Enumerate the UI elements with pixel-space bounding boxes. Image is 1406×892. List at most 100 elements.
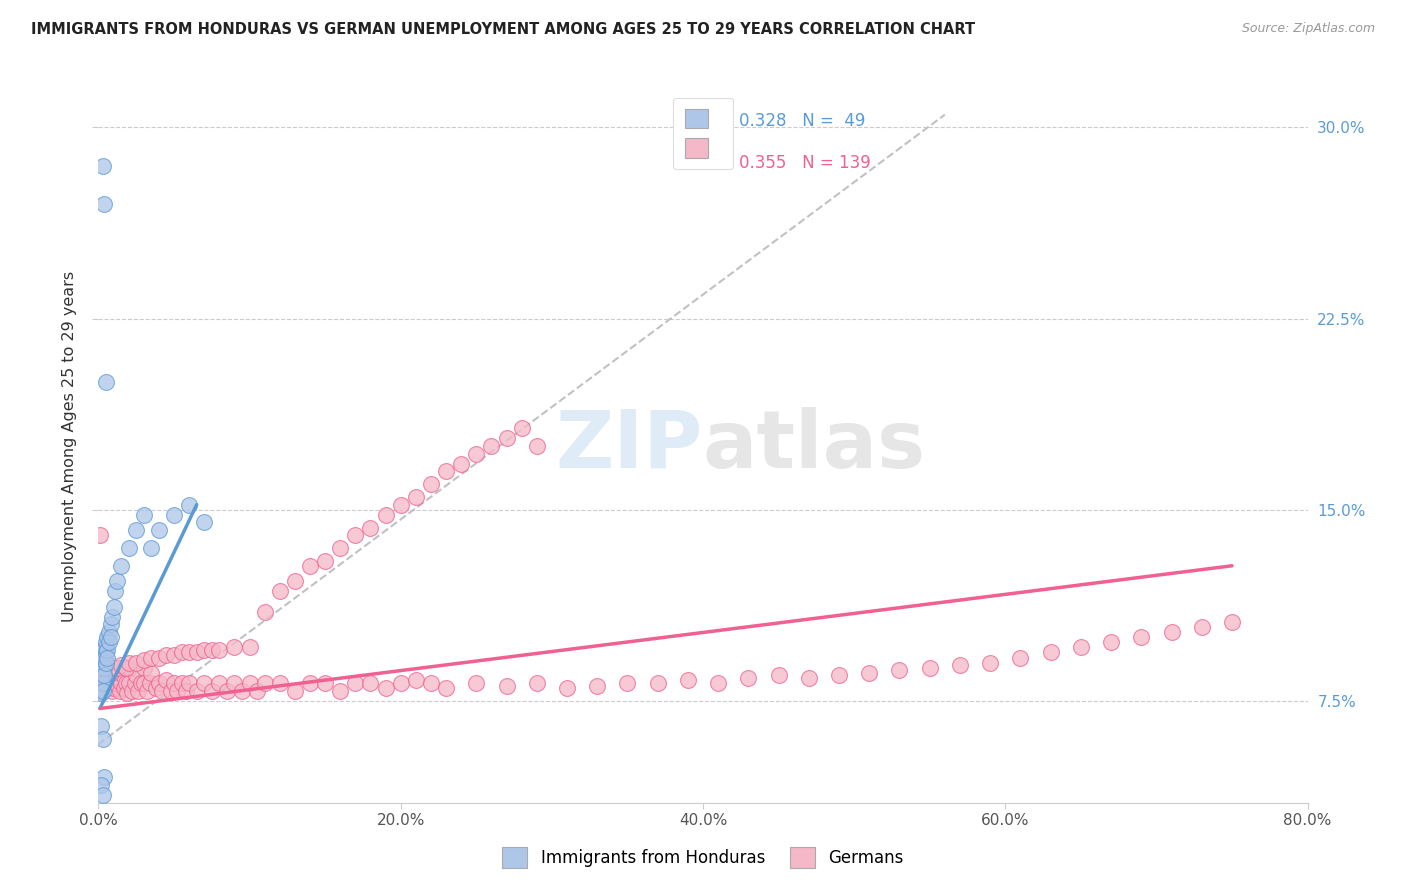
Point: [344, 676, 367, 690]
Point: [148, 523, 170, 537]
Point: [465, 676, 488, 690]
Point: [163, 648, 186, 662]
Point: [208, 676, 231, 690]
Point: [1039, 645, 1062, 659]
Point: [155, 673, 177, 688]
Point: [110, 661, 132, 675]
Point: [132, 653, 155, 667]
Point: [224, 676, 246, 690]
Point: [526, 676, 548, 690]
Point: [93, 650, 115, 665]
Point: [186, 645, 208, 659]
Point: [101, 683, 124, 698]
Point: [179, 645, 201, 659]
Point: [110, 676, 132, 690]
Point: [91, 683, 114, 698]
Point: [132, 508, 155, 522]
Point: [239, 640, 262, 655]
Point: [90, 668, 112, 682]
Point: [253, 605, 276, 619]
Point: [797, 671, 820, 685]
Legend: Immigrants from Honduras, Germans: Immigrants from Honduras, Germans: [491, 836, 915, 880]
Point: [299, 558, 322, 573]
Point: [949, 658, 972, 673]
Point: [93, 665, 115, 680]
Point: [586, 679, 609, 693]
Point: [111, 668, 134, 682]
Point: [246, 683, 269, 698]
Point: [93, 661, 115, 675]
Point: [90, 686, 112, 700]
Point: [858, 665, 880, 680]
Point: [96, 676, 118, 690]
Point: [94, 668, 117, 682]
Point: [163, 676, 186, 690]
Point: [148, 676, 170, 690]
Point: [201, 683, 224, 698]
Point: [344, 528, 367, 542]
Point: [114, 676, 136, 690]
Point: [101, 668, 124, 682]
Point: [91, 650, 114, 665]
Point: [616, 676, 638, 690]
Point: [110, 558, 132, 573]
Point: [93, 661, 115, 675]
Point: [253, 834, 276, 848]
Point: [526, 439, 548, 453]
Point: [979, 656, 1001, 670]
Point: [707, 676, 730, 690]
Point: [132, 676, 155, 690]
Point: [360, 520, 382, 534]
Point: [389, 498, 412, 512]
Point: [555, 681, 578, 695]
Point: [495, 679, 517, 693]
Point: [768, 668, 790, 682]
Point: [103, 665, 125, 680]
Point: [179, 676, 201, 690]
Point: [91, 159, 114, 173]
Point: [90, 643, 112, 657]
Point: [94, 656, 117, 670]
Point: [98, 625, 121, 640]
Point: [121, 683, 143, 698]
Point: [91, 658, 114, 673]
Point: [360, 676, 382, 690]
Text: atlas: atlas: [703, 407, 927, 485]
Point: [89, 661, 111, 675]
Point: [125, 656, 148, 670]
Point: [141, 650, 163, 665]
Point: [90, 676, 112, 690]
Point: [105, 574, 128, 588]
Point: [107, 671, 129, 685]
Point: [139, 676, 162, 690]
Point: [105, 661, 128, 675]
Point: [193, 676, 215, 690]
Point: [100, 630, 122, 644]
Point: [420, 676, 443, 690]
Point: [94, 376, 117, 390]
Point: [96, 658, 118, 673]
Point: [155, 648, 177, 662]
Point: [93, 643, 115, 657]
Point: [450, 457, 472, 471]
Point: [405, 490, 427, 504]
Point: [141, 665, 163, 680]
Point: [170, 645, 193, 659]
Point: [105, 661, 128, 675]
Point: [329, 683, 352, 698]
Point: [94, 635, 117, 649]
Point: [737, 671, 759, 685]
Point: [434, 465, 457, 479]
Point: [112, 681, 135, 695]
Point: [91, 665, 114, 680]
Point: [127, 683, 149, 698]
Point: [495, 431, 517, 445]
Point: [389, 676, 412, 690]
Point: [434, 681, 457, 695]
Point: [1010, 650, 1032, 665]
Point: [108, 683, 131, 698]
Point: [145, 681, 167, 695]
Text: R = 0.328   N =  49: R = 0.328 N = 49: [703, 112, 865, 130]
Point: [224, 640, 246, 655]
Point: [100, 676, 122, 690]
